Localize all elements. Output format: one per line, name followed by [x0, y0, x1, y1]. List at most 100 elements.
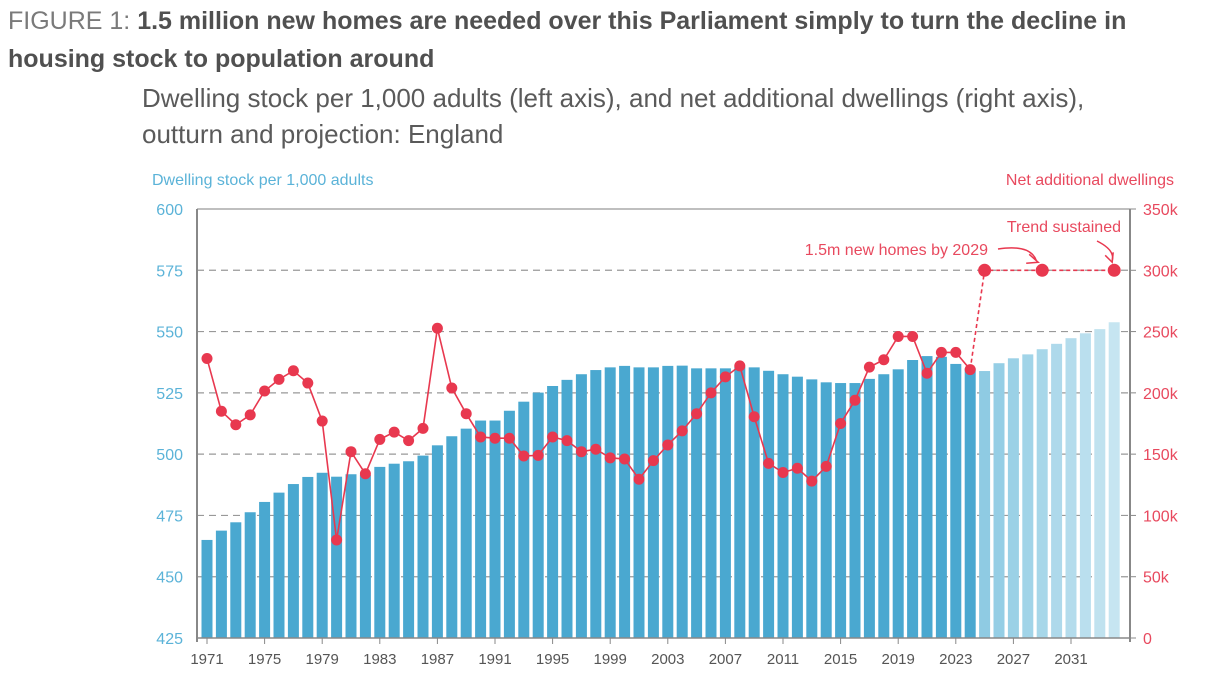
bar-2020 [907, 360, 919, 638]
x-tick-label: 1983 [363, 651, 396, 668]
bar-2005 [691, 368, 703, 638]
point-1985 [403, 435, 415, 447]
projection-line [969, 269, 1115, 370]
figure-number: FIGURE 1: [8, 7, 138, 35]
point-1984 [388, 426, 400, 438]
bar-2002 [647, 367, 659, 638]
x-tick-label: 2031 [1054, 651, 1087, 668]
bar-2003 [662, 365, 674, 638]
point-1998 [590, 443, 602, 455]
bar-2024 [964, 368, 976, 638]
point-1996 [561, 435, 573, 447]
point-2013 [806, 475, 818, 487]
right-tick-label: 100k [1143, 508, 1179, 525]
point-1981 [345, 446, 357, 458]
bar-2019 [892, 369, 904, 638]
point-2006 [705, 387, 717, 399]
bar-2034 [1108, 322, 1120, 638]
bar-2012 [791, 376, 803, 638]
bar-1974 [244, 512, 256, 638]
point-2005 [691, 408, 703, 420]
bar-1976 [273, 492, 285, 638]
right-tick-label: 200k [1143, 386, 1179, 403]
bar-2032 [1079, 333, 1091, 638]
arrowhead-1-5m-homes [1026, 253, 1041, 265]
point-2017 [863, 361, 875, 373]
bar-2031 [1065, 338, 1077, 638]
point-1991 [489, 432, 501, 444]
bar-1995 [547, 385, 559, 638]
point-2002 [647, 455, 659, 467]
bar-2014 [820, 382, 832, 638]
point-1976 [273, 373, 285, 385]
x-tick-label: 2023 [939, 651, 972, 668]
bar-1997 [575, 374, 587, 638]
bar-1988 [446, 436, 458, 638]
bar-1977 [287, 484, 299, 638]
x-tick-label: 2003 [651, 651, 684, 668]
point-1987 [431, 322, 443, 334]
chart-subtitle: Dwelling stock per 1,000 adults (left ax… [142, 83, 1085, 149]
point-1983 [374, 433, 386, 445]
point-2003 [662, 439, 674, 451]
bar-2007 [719, 368, 731, 638]
bar-1980 [331, 476, 343, 638]
point-2007 [719, 371, 731, 383]
bar-2010 [763, 370, 775, 638]
point-2024 [964, 364, 976, 376]
x-tick-label: 2015 [824, 651, 857, 668]
figure-title: FIGURE 1: 1.5 million new homes are need… [8, 2, 1208, 78]
point-2009 [748, 411, 760, 423]
bar-1982 [359, 474, 371, 638]
bar-2023 [950, 363, 962, 638]
x-tick-label: 1975 [248, 651, 281, 668]
bar-1996 [561, 379, 573, 638]
bar-1992 [503, 410, 515, 638]
point-1997 [575, 446, 587, 458]
arrow-trend-sustained [1096, 240, 1114, 261]
point-2011 [777, 467, 789, 479]
bar-1975 [259, 501, 271, 638]
point-1972 [215, 405, 227, 417]
bar-2015 [835, 383, 847, 638]
annotation-trend-sustained: Trend sustained [1007, 219, 1121, 236]
left-tick-label: 450 [156, 570, 183, 587]
figure-headline: 1.5 million new homes are needed over th… [8, 7, 1127, 73]
left-tick-label: 550 [156, 325, 183, 342]
point-1989 [460, 408, 472, 420]
annotation-1-5m-homes: 1.5m new homes by 2029 [805, 242, 988, 259]
point-2018 [878, 354, 890, 366]
right-tick-label: 50k [1143, 570, 1170, 587]
bar-1998 [590, 370, 602, 638]
bar-2013 [806, 379, 818, 638]
bar-1972 [215, 530, 227, 638]
left-tick-label: 575 [156, 263, 183, 280]
x-tick-label: 2007 [709, 651, 742, 668]
point-2001 [633, 473, 645, 485]
point-2010 [763, 457, 775, 469]
projection-point-2025 [978, 263, 992, 277]
arrow-1-5m-homes [997, 247, 1037, 261]
bar-2001 [633, 367, 645, 638]
bar-1981 [345, 474, 357, 638]
bar-1999 [604, 367, 616, 638]
projection-point-2034 [1107, 263, 1121, 277]
arrowhead-trend-sustained [1104, 252, 1114, 264]
bar-1989 [460, 428, 472, 638]
bar-2018 [878, 374, 890, 638]
x-tick-label: 1987 [421, 651, 454, 668]
point-1971 [201, 353, 213, 365]
left-tick-label: 425 [156, 631, 183, 648]
bar-2022 [935, 356, 947, 638]
point-1994 [532, 449, 544, 461]
point-2019 [892, 330, 904, 342]
bar-2008 [734, 366, 746, 638]
bar-1979 [316, 472, 328, 638]
x-tick-label: 2011 [767, 651, 799, 668]
bar-2027 [1007, 358, 1019, 638]
point-2008 [734, 360, 746, 372]
projection-point-2029 [1035, 263, 1049, 277]
x-tick-label: 1999 [594, 651, 627, 668]
point-2015 [835, 418, 847, 429]
left-axis-label: Dwelling stock per 1,000 adults [152, 172, 373, 189]
